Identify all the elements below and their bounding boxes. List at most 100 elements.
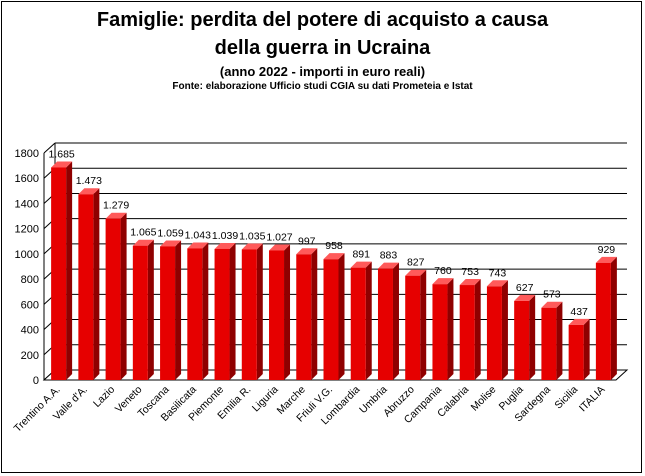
chart-title-line-1: Famiglie: perdita del potere di acquisto…	[96, 9, 549, 31]
bar	[105, 218, 121, 380]
bar-top	[187, 242, 209, 249]
data-label: 1.065	[130, 227, 156, 239]
chart-title-line-2: della guerra in Ucraina	[214, 37, 431, 59]
y-tick-label: 1600	[15, 173, 39, 185]
bar-side	[420, 269, 427, 380]
bar-top	[568, 318, 590, 325]
bar-top	[432, 278, 454, 285]
y-tick-label: 1800	[15, 148, 39, 160]
bar	[296, 254, 312, 380]
bar-top	[323, 253, 345, 260]
bar-top	[405, 269, 427, 276]
data-label: 1.027	[266, 231, 292, 243]
data-label: 891	[352, 249, 370, 261]
data-label: 760	[434, 265, 452, 277]
data-label: 743	[489, 267, 507, 279]
bar-side	[284, 244, 291, 380]
y-tick-label: 400	[21, 325, 39, 337]
data-label: 883	[380, 250, 398, 262]
x-tick-label: Molise	[469, 384, 499, 414]
bar-side	[202, 242, 209, 380]
bar	[269, 250, 285, 380]
y-tick-label: 200	[21, 350, 39, 362]
data-label: 827	[407, 257, 425, 269]
bar-side	[229, 242, 236, 380]
bar-side	[583, 318, 590, 380]
gridline-depth	[43, 142, 56, 154]
bar-top	[595, 256, 617, 263]
bar-side	[66, 161, 73, 380]
bar-top	[105, 212, 127, 219]
y-tick-label: 800	[21, 274, 39, 286]
bar-top	[296, 248, 318, 255]
bar	[377, 268, 393, 380]
bar-top	[459, 279, 481, 286]
data-label: 1.043	[185, 229, 211, 241]
bar-side	[120, 212, 127, 380]
bar-top	[541, 301, 563, 308]
bar-side	[474, 279, 481, 380]
data-label: 929	[598, 244, 616, 256]
bar-side	[529, 294, 536, 380]
bar-side	[338, 253, 345, 380]
bar-side	[392, 262, 399, 380]
bar-top	[160, 240, 182, 247]
bar-top	[214, 242, 236, 249]
data-label: 1.279	[103, 200, 129, 212]
bar	[187, 248, 203, 380]
y-tick-label: 600	[21, 299, 39, 311]
bar-side	[447, 278, 454, 380]
y-tick-label: 1200	[15, 224, 39, 236]
bar-side	[256, 243, 263, 380]
chart-source: Fonte: elaborazione Ufficio studi CGIA s…	[172, 81, 473, 92]
bar	[214, 248, 230, 380]
bar-top	[350, 261, 372, 268]
x-tick-label: Sicilia	[552, 384, 580, 412]
x-tick-label: ITALIA	[577, 384, 608, 415]
y-tick-label: 0	[33, 375, 39, 387]
bar	[132, 245, 148, 380]
data-label: 753	[461, 266, 479, 278]
bar	[350, 267, 366, 380]
bar	[241, 249, 257, 380]
bar-top	[377, 262, 399, 269]
bar-side	[175, 240, 182, 380]
bar-side	[501, 280, 508, 380]
data-label: 1.685	[48, 149, 74, 161]
bar	[323, 259, 339, 380]
bar-top	[514, 294, 536, 301]
bar	[78, 194, 94, 380]
bar-top	[241, 243, 263, 250]
data-label: 1.473	[76, 175, 102, 187]
bar-side	[311, 248, 318, 380]
bar-top	[269, 244, 291, 251]
data-label: 997	[298, 235, 316, 247]
data-label: 1.039	[212, 230, 238, 242]
bar	[514, 300, 530, 380]
data-label: 1.035	[239, 230, 265, 242]
bar-top	[486, 280, 508, 287]
data-label: 627	[516, 282, 534, 294]
bar	[595, 262, 611, 380]
bar	[432, 284, 448, 380]
bar-top	[78, 188, 100, 195]
data-label: 958	[325, 240, 343, 252]
bar	[459, 285, 475, 380]
y-tick-label: 1400	[15, 198, 39, 210]
bar-side	[610, 256, 617, 380]
bar	[486, 286, 502, 380]
bar	[568, 324, 584, 380]
data-label: 1.059	[157, 227, 183, 239]
bar-top	[132, 239, 154, 246]
bar	[51, 167, 67, 380]
chart-subtitle: (anno 2022 - importi in euro reali)	[219, 64, 426, 79]
bar-side	[556, 301, 563, 380]
bar-side	[93, 188, 100, 380]
bar-top	[51, 161, 73, 168]
bar-side	[365, 261, 372, 380]
data-label: 573	[543, 289, 561, 301]
bar	[405, 275, 421, 380]
y-tick-label: 1000	[15, 249, 39, 261]
bar-side	[147, 239, 154, 380]
